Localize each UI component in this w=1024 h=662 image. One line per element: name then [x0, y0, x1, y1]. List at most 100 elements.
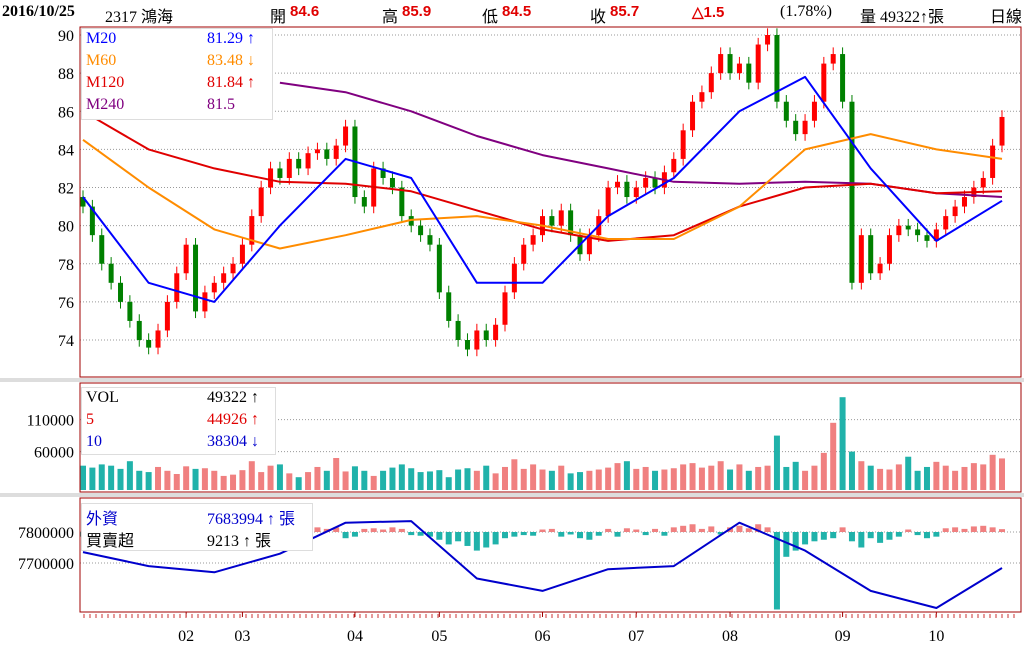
foreign-net-bar [764, 527, 771, 532]
foreign-net-bar [867, 532, 874, 539]
stock-name: 2317 鴻海 [105, 9, 174, 26]
volume-bar [633, 468, 640, 490]
volume-bar [867, 465, 874, 490]
foreign-net-bar [380, 529, 387, 532]
candle-body [999, 116, 1005, 146]
candle-body [127, 301, 133, 321]
foreign-net-bar [333, 527, 340, 532]
candle-body [727, 54, 733, 74]
candle-body [783, 101, 789, 121]
candle-body [183, 244, 189, 274]
volume-bar [417, 472, 424, 490]
volume-bar [567, 473, 574, 490]
volume-bar [717, 461, 724, 490]
legend-label: VOL [86, 389, 119, 406]
volume-bar [783, 466, 790, 490]
axis-tick-label: 90 [58, 28, 74, 45]
volume-bar [370, 475, 377, 490]
candle-body [568, 210, 574, 236]
candle-body [80, 197, 86, 207]
legend-value: 7683994 ↑ 張 [207, 511, 296, 528]
foreign-net-bar [895, 532, 902, 537]
legend-value: 9213 ↑ 張 [207, 533, 272, 550]
legend-value: 81.84 ↑ [207, 74, 255, 91]
legend-row: VOL 49322 ↑ [82, 388, 275, 410]
volume-bar [802, 470, 809, 490]
foreign-net-bar [792, 532, 799, 551]
candle-body [530, 235, 536, 245]
volume-panel-frame [79, 382, 1022, 493]
volume-bar [877, 468, 884, 490]
volume-bar [483, 465, 490, 490]
candle-body [174, 273, 180, 302]
volume-bar [820, 452, 827, 490]
volume-bar [848, 451, 855, 490]
foreign-net-bar [886, 532, 893, 540]
candle-body [549, 216, 555, 226]
period-tab[interactable]: 日線 [990, 9, 1023, 26]
foreign-net-bar [689, 524, 696, 532]
candle-body [915, 229, 921, 236]
foreign-net-bar [501, 532, 508, 539]
volume-bar [989, 454, 996, 490]
volume-bar [933, 461, 940, 490]
candle-body [249, 216, 255, 245]
foreign-holdings-line [82, 520, 1003, 609]
volume-bar [501, 466, 508, 490]
volume-bar [642, 466, 649, 490]
candle-body [446, 292, 452, 321]
volume-bar [970, 463, 977, 490]
volume-bar [248, 461, 255, 490]
volume-bar [108, 465, 115, 490]
legend-row: 5 44926 ↑ [82, 410, 275, 432]
foreign-net-bar [567, 532, 574, 535]
candle-body [840, 54, 846, 102]
foreign-net-bar [820, 532, 827, 540]
candle-body [389, 177, 395, 188]
foreign-net-bar [539, 529, 546, 532]
volume-bar [689, 463, 696, 490]
volume-bar [276, 464, 283, 490]
candle-body [277, 168, 283, 178]
candle-body [858, 235, 864, 283]
candle-body [418, 225, 424, 236]
volume-bar [680, 464, 687, 490]
legend-row: M60 83.48 ↓ [82, 51, 272, 73]
volume-bar [652, 470, 659, 490]
candle-body [511, 263, 517, 293]
candle-body [493, 324, 499, 340]
volume-bar [230, 474, 237, 490]
price-legend: M20 81.29 ↑ M60 83.48 ↓ M120 81.84 ↑ M240 81.5 [81, 28, 273, 120]
volume-bar [145, 472, 152, 490]
volume-bar [380, 470, 387, 490]
volume-bar [98, 464, 105, 490]
volume-bar [923, 466, 930, 490]
volume-bar [492, 473, 499, 490]
foreign-net-bar [351, 532, 358, 537]
candle-body [755, 44, 761, 83]
legend-label: 外資 [86, 511, 119, 528]
high-value: 85.9 [402, 3, 432, 20]
foreign-net-bar [858, 532, 865, 548]
candle-body [118, 282, 124, 302]
foreign-panel-frame [79, 497, 1022, 613]
candle-body [436, 244, 442, 293]
month-label: 05 [431, 628, 447, 645]
volume-bar [136, 470, 143, 490]
volume-bar [605, 467, 612, 490]
legend-label: M20 [86, 30, 117, 47]
volume-bar [952, 470, 959, 490]
volume-bar [173, 474, 180, 490]
foreign-net-bar [848, 532, 855, 542]
foreign-net-bar [577, 532, 584, 539]
candle-body [877, 263, 883, 274]
candle-body [652, 177, 658, 188]
volume-bar [764, 465, 771, 490]
axis-tick-label: 84 [58, 142, 74, 159]
candle-body [671, 158, 677, 173]
candle-body [361, 197, 367, 207]
volume-bar [623, 461, 630, 490]
candle-body [615, 181, 621, 188]
volume-value: 量 49322↑張 [860, 9, 945, 26]
legend-label: M240 [86, 96, 125, 113]
